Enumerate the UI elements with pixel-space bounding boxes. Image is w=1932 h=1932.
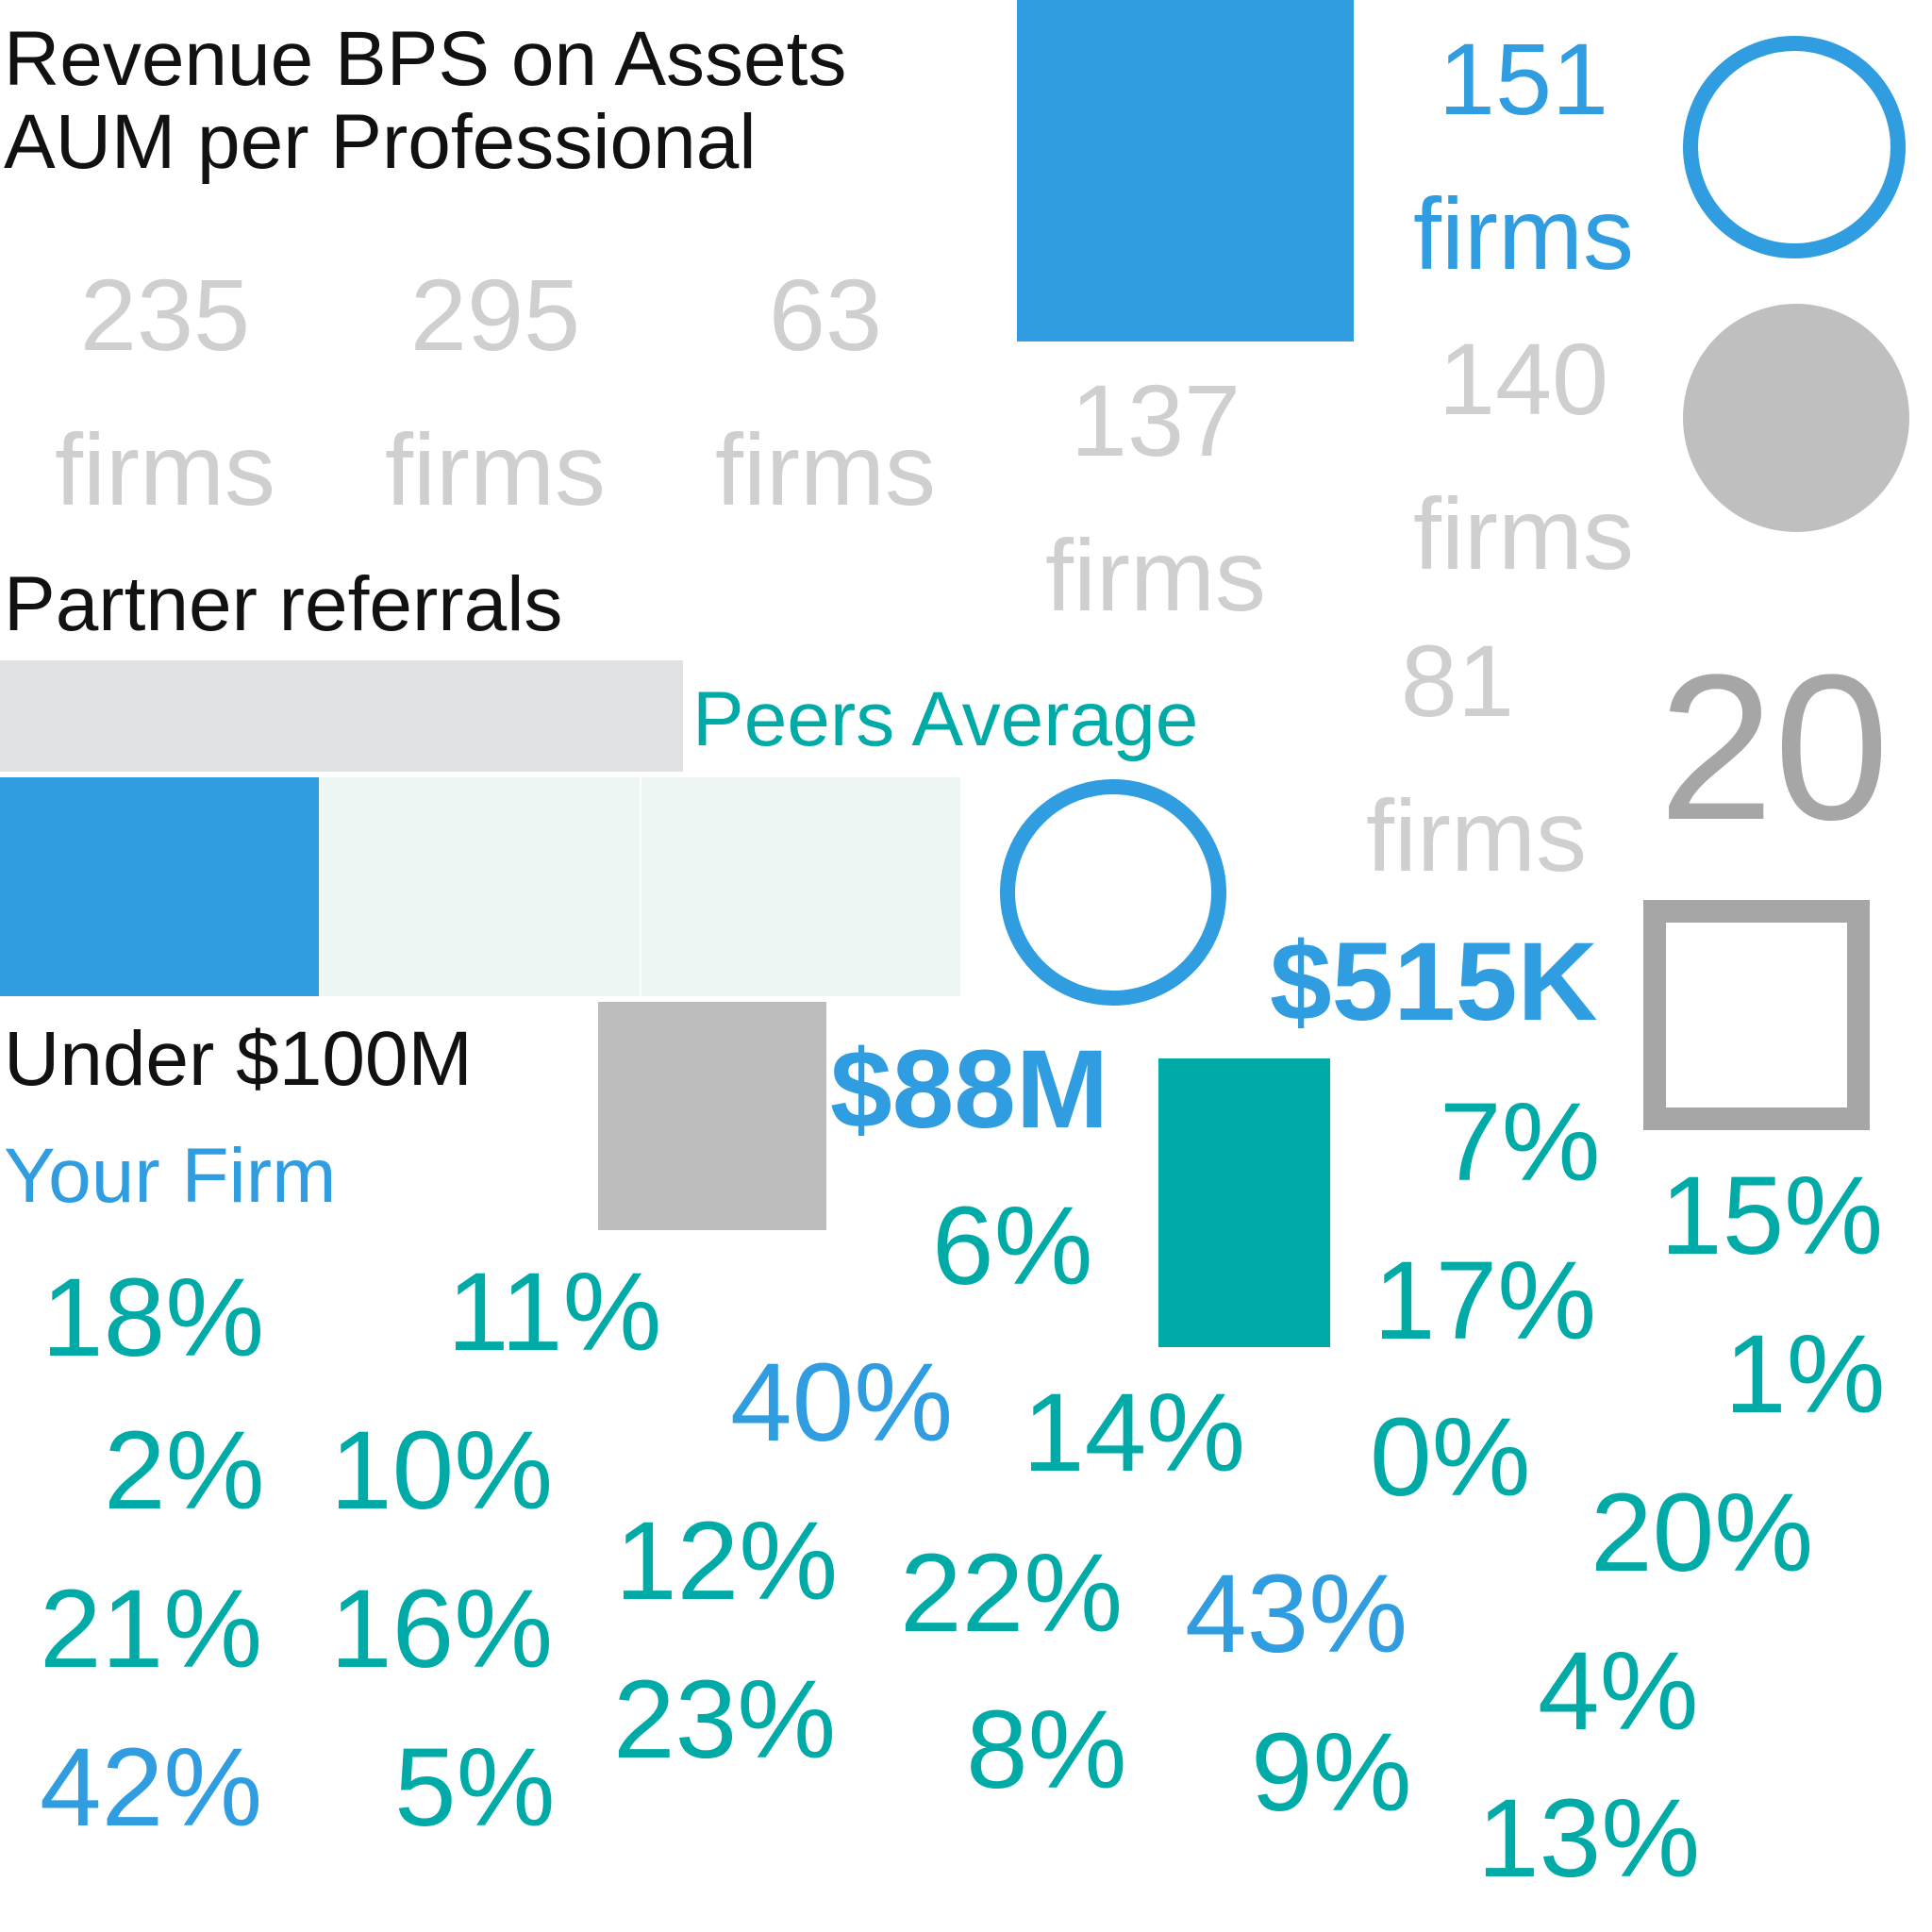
firm-count-81: 81 firms [1340, 630, 1613, 887]
pct-17: 17% [1374, 1239, 1597, 1363]
firm-count-unit: firms [1366, 778, 1587, 892]
firm-count-value: 63 [768, 258, 883, 372]
value-515k: $515K [1270, 920, 1598, 1044]
pct-40: 40% [730, 1341, 954, 1465]
pct-42: 42% [40, 1725, 263, 1850]
pct-4: 4% [1538, 1629, 1699, 1754]
firm-count-unit: firms [1413, 476, 1634, 591]
blue-ring-icon [1000, 779, 1226, 1006]
pct-18: 18% [42, 1256, 265, 1380]
gray-circle-icon [1683, 304, 1909, 532]
teal-rectangle [1158, 1058, 1330, 1347]
pct-0: 0% [1370, 1395, 1531, 1520]
pct-7: 7% [1440, 1080, 1601, 1205]
blue-bar-segment [0, 777, 319, 996]
firm-count-unit: firms [55, 412, 275, 526]
firm-count-value: 81 [1400, 624, 1515, 738]
firm-count-140: 140 firms [1387, 328, 1660, 585]
label-under-100m: Under $100M [4, 1016, 473, 1102]
pct-6: 6% [932, 1184, 1093, 1308]
firm-count-value: 151 [1438, 22, 1609, 136]
pct-15: 15% [1660, 1154, 1884, 1278]
firm-count-151: 151 firms [1387, 28, 1660, 285]
blue-square [1017, 0, 1354, 341]
label-aum-per-professional: AUM per Professional [4, 99, 757, 185]
firm-count-value: 295 [409, 258, 581, 372]
pct-10: 10% [330, 1408, 554, 1533]
firm-count-value: 235 [79, 258, 251, 372]
firm-count-value: 137 [1070, 363, 1241, 477]
pct-11: 11% [447, 1250, 662, 1374]
firm-count-unit: firms [385, 412, 606, 526]
pct-1: 1% [1724, 1312, 1886, 1437]
label-peers-average: Peers Average [692, 676, 1199, 762]
firm-count-unit: firms [715, 412, 936, 526]
pct-23: 23% [613, 1657, 837, 1782]
label-revenue-bps: Revenue BPS on Assets [4, 16, 847, 102]
pct-16: 16% [330, 1567, 554, 1691]
firm-count-unit: firms [1045, 518, 1266, 632]
gray-square-outline-icon [1643, 900, 1870, 1130]
firm-count-137: 137 firms [1019, 370, 1292, 626]
pct-43: 43% [1185, 1552, 1408, 1676]
pct-14: 14% [1023, 1371, 1246, 1495]
pct-13: 13% [1477, 1776, 1701, 1901]
firm-count-235: 235 firms [28, 264, 302, 521]
firm-count-295: 295 firms [358, 264, 632, 521]
blue-ring-icon [1683, 36, 1906, 258]
label-partner-referrals: Partner referrals [4, 561, 563, 647]
firm-count-63: 63 firms [689, 264, 962, 521]
value-twenty: 20 [1658, 631, 1890, 863]
pct-5: 5% [394, 1725, 556, 1850]
firm-count-value: 140 [1438, 322, 1609, 436]
label-your-firm: Your Firm [4, 1133, 337, 1219]
pct-8: 8% [966, 1688, 1127, 1812]
mint-bar-segment [319, 777, 640, 996]
firm-count-unit: firms [1413, 176, 1634, 291]
pct-20: 20% [1591, 1471, 1814, 1595]
pct-12: 12% [615, 1499, 839, 1624]
pct-22: 22% [900, 1531, 1124, 1656]
mint-bar-segment [641, 777, 960, 996]
pale-gray-bar [0, 660, 683, 772]
pct-9: 9% [1251, 1710, 1412, 1835]
pct-2: 2% [104, 1408, 265, 1533]
value-88m: $88M [830, 1027, 1109, 1152]
gray-square [598, 1002, 826, 1230]
pct-21: 21% [40, 1567, 263, 1691]
